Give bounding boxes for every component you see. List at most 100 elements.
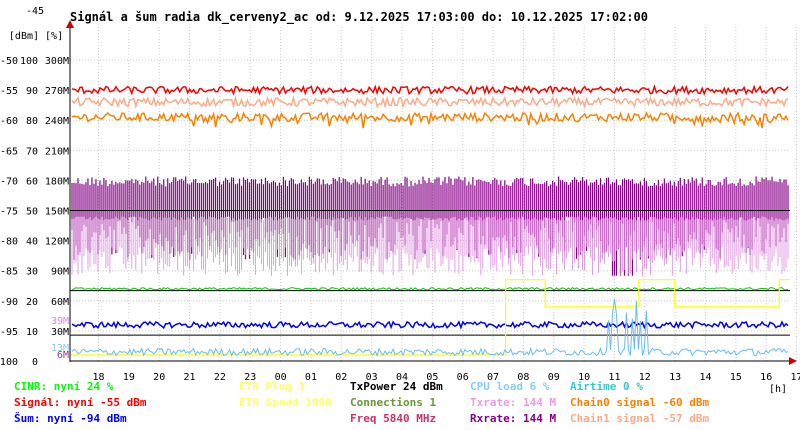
- x-tick-label: 12: [639, 372, 651, 383]
- y-tick-dbm: -55: [0, 86, 18, 97]
- series-cinr: [71, 286, 789, 291]
- legend-item: Chain0 signal -60 dBm: [570, 396, 709, 409]
- series-chain0: [71, 110, 789, 130]
- y-tick-dbm: -85: [0, 267, 18, 278]
- legend-label: Chain1 signal: [570, 412, 657, 425]
- y-tick-dbm: -95: [0, 327, 18, 338]
- legend-item: Šum: nyní -94 dBm: [14, 412, 127, 425]
- legend-value: 144 M: [516, 412, 557, 425]
- y-tick-dbm: -70: [0, 176, 18, 187]
- x-tick-label: 07: [487, 372, 499, 383]
- y-extra-label: 6M: [57, 350, 69, 361]
- y-tick-pct: 30: [26, 267, 38, 278]
- legend-value: -57 dBm: [656, 412, 710, 425]
- y-tick-pct: 50: [26, 207, 38, 218]
- series-signal: [71, 84, 789, 96]
- y-tick-dbm: -100: [0, 357, 18, 368]
- y-tick-pct: 100: [20, 56, 38, 67]
- y-tick-pct: 20: [26, 297, 38, 308]
- legend-label: ETH Speed: [239, 396, 299, 409]
- legend-label: Txrate:: [470, 396, 517, 409]
- x-tick-label: 04: [396, 372, 408, 383]
- y-tick-pct: 10: [26, 327, 38, 338]
- x-tick-label: 22: [214, 372, 226, 383]
- x-tick-label: 05: [426, 372, 438, 383]
- y-tick-rate: 60M: [51, 297, 69, 308]
- legend-label: ETH Plug: [239, 380, 292, 393]
- series-noise: [71, 320, 789, 330]
- chart-title: Signál a šum radia dk_cerveny2_ac od: 9.…: [70, 10, 648, 24]
- x-tick-label: 03: [366, 372, 378, 383]
- x-tick-label: 00: [275, 372, 287, 383]
- y-tick-rate: 150M: [45, 207, 69, 218]
- legend-value: -60 dBm: [656, 396, 710, 409]
- legend-label: CINR: nyní: [14, 380, 81, 393]
- legend-item: ETH Plug 1: [239, 380, 305, 393]
- y-tick-dbm: -60: [0, 116, 18, 127]
- legend-label: Šum: nyní: [14, 412, 74, 425]
- x-tick-label: 10: [578, 372, 590, 383]
- x-tick-label: 18: [92, 372, 104, 383]
- series-txrate: [71, 216, 789, 277]
- legend-value: 1: [291, 380, 306, 393]
- legend-label: TxPower: [350, 380, 397, 393]
- x-axis-arrow: [789, 357, 797, 365]
- y-tick-rate: 210M: [45, 146, 69, 157]
- x-axis-units-label: [h]: [769, 384, 787, 395]
- top-corner-label: -45: [26, 6, 44, 17]
- x-tick-label: 02: [335, 372, 347, 383]
- legend-item: CPU load 6 %: [470, 380, 549, 393]
- x-tick-label: 21: [184, 372, 196, 383]
- legend-item: TxPower 24 dBm: [350, 380, 443, 393]
- y-tick-rate: 270M: [45, 86, 69, 97]
- legend-value: -94 dBm: [73, 412, 127, 425]
- series-chain1: [71, 95, 789, 110]
- y-tick-pct: 40: [26, 237, 38, 248]
- x-tick-label: 09: [548, 372, 560, 383]
- legend-item: Rxrate: 144 M: [470, 412, 556, 425]
- legend-label: Connections: [350, 396, 423, 409]
- legend-item: Chain1 signal -57 dBm: [570, 412, 709, 425]
- x-tick-label: 06: [457, 372, 469, 383]
- x-tick-label: 20: [153, 372, 165, 383]
- legend-label: Signál: nyní: [14, 396, 94, 409]
- series-layer: [70, 84, 790, 358]
- y-tick-dbm: -90: [0, 297, 18, 308]
- y-extra-label: 39M: [51, 316, 69, 327]
- x-tick-label: 01: [305, 372, 317, 383]
- legend-item: Airtime 0 %: [570, 380, 643, 393]
- legend-item: CINR: nyní 24 %: [14, 380, 113, 393]
- y-tick-pct: 70: [26, 146, 38, 157]
- y-tick-rate: 90M: [51, 267, 69, 278]
- y-tick-rate: 300M: [45, 56, 69, 67]
- legend-label: Airtime: [570, 380, 617, 393]
- y-tick-dbm: -65: [0, 146, 18, 157]
- x-tick-label: 13: [669, 372, 681, 383]
- x-tick-label: 23: [244, 372, 256, 383]
- y-tick-pct: 60: [26, 176, 38, 187]
- y-extra-label: 13M: [51, 343, 69, 354]
- x-tick-label: 11: [608, 372, 620, 383]
- y-tick-pct: 90: [26, 86, 38, 97]
- legend-value: 24 %: [80, 380, 114, 393]
- y-tick-rate: 240M: [45, 116, 69, 127]
- legend-item: Connections 1: [350, 396, 436, 409]
- y-tick-dbm: -75: [0, 207, 18, 218]
- y-tick-dbm: -50: [0, 56, 18, 67]
- legend-label: Chain0 signal: [570, 396, 657, 409]
- legend-value: 144 M: [516, 396, 557, 409]
- y-tick-rate: 120M: [45, 237, 69, 248]
- series-eth-speed: [70, 279, 790, 356]
- legend-value: 1000: [298, 396, 332, 409]
- y-tick-rate: 180M: [45, 176, 69, 187]
- x-tick-label: 17: [791, 372, 800, 383]
- y-axis-units-label: [dBm] [%]: [9, 31, 63, 42]
- x-tick-label: 19: [123, 372, 135, 383]
- legend-label: Rxrate:: [470, 412, 517, 425]
- y-axis-arrow: [66, 20, 74, 28]
- legend-value: 24 dBm: [396, 380, 443, 393]
- x-tick-label: 14: [699, 372, 711, 383]
- x-tick-label: 08: [517, 372, 529, 383]
- legend-label: Freq: [350, 412, 377, 425]
- y-tick-pct: 80: [26, 116, 38, 127]
